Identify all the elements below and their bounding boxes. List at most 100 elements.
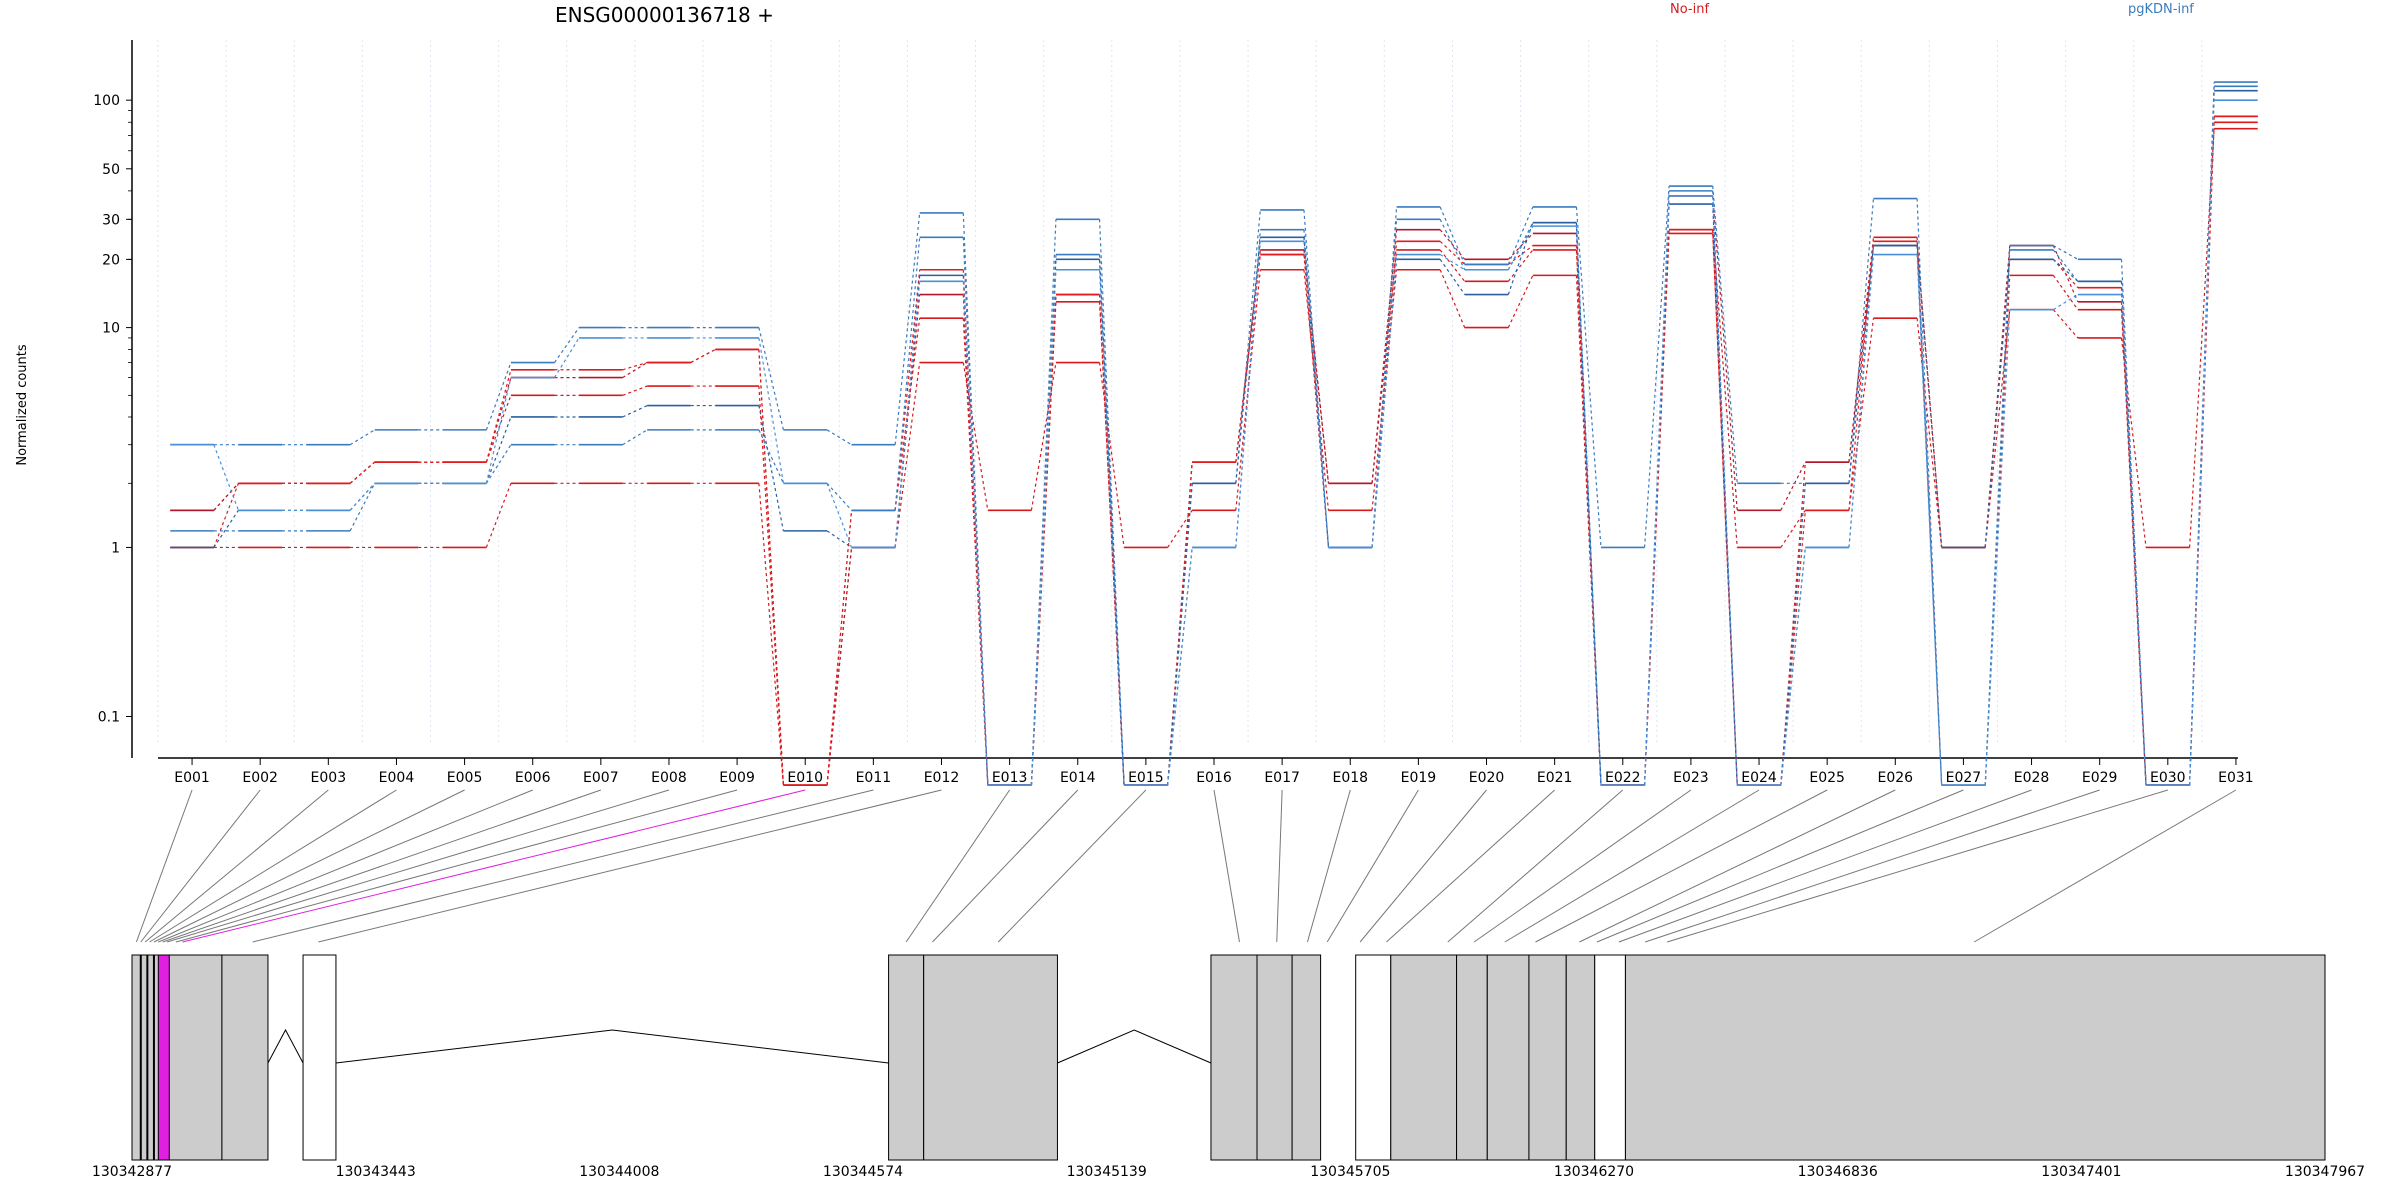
series-connector xyxy=(1916,245,1943,786)
exon-connector xyxy=(1596,789,1964,943)
series-connector xyxy=(894,212,921,445)
exon-connector xyxy=(175,789,738,943)
series-connector xyxy=(1439,254,1466,271)
series-connector xyxy=(1030,269,1057,786)
x-tick-label: E015 xyxy=(1128,770,1164,786)
series-connector xyxy=(1848,254,1875,548)
series-connector xyxy=(1303,269,1330,511)
series-connector xyxy=(1030,219,1057,786)
exon-connector xyxy=(144,789,329,943)
exon-connector xyxy=(1306,789,1351,943)
exon-connector xyxy=(1213,789,1240,943)
series-3 xyxy=(170,115,2258,787)
series-connector xyxy=(1712,195,1738,786)
series-connector xyxy=(1780,510,1806,786)
genomic-tick-label: 130345705 xyxy=(1310,1164,1390,1180)
y-tick-label: 10 xyxy=(102,321,120,337)
exon-connector xyxy=(158,789,533,943)
series-4 xyxy=(170,115,2258,787)
y-tick-label: 30 xyxy=(102,212,120,228)
series-connector xyxy=(894,269,921,511)
y-tick-label: 100 xyxy=(93,93,120,109)
exon-connector xyxy=(1973,789,2237,943)
x-tick-label: E008 xyxy=(651,770,687,786)
x-tick-label: E004 xyxy=(379,770,415,786)
series-connector xyxy=(2053,245,2079,260)
series-connector xyxy=(2053,294,2079,311)
series-connector xyxy=(1439,206,1466,265)
series-connector xyxy=(1643,195,1670,786)
series-connector xyxy=(1439,269,1466,328)
series-connector xyxy=(1439,249,1466,282)
legend-pgkdn-inf: pgKDN-inf xyxy=(2128,2,2194,17)
series-connector xyxy=(1303,237,1330,548)
series-connector xyxy=(1848,318,1875,511)
exon-block xyxy=(923,954,1058,1161)
series-connector xyxy=(1848,245,1875,484)
series-connector xyxy=(2052,275,2079,311)
intron-line xyxy=(267,1028,304,1064)
genomic-tick-label: 130346270 xyxy=(1554,1164,1634,1180)
series-connector xyxy=(1712,186,1738,484)
gene-model: 130342877 130343443 130344008 130344574 1303… xyxy=(92,954,2365,1180)
y-tick-label: 20 xyxy=(102,252,120,268)
series-connector xyxy=(894,237,921,511)
x-tick-label: E002 xyxy=(242,770,278,786)
exon-connector xyxy=(1473,789,1692,943)
series-connector xyxy=(622,429,648,446)
series-connector xyxy=(690,348,716,364)
series-connector xyxy=(1439,229,1466,260)
series-connector xyxy=(485,377,512,484)
series-connector xyxy=(1507,206,1534,265)
x-tick-label: E013 xyxy=(992,770,1028,786)
series-connector xyxy=(1575,222,1602,786)
series-2 xyxy=(170,121,2258,787)
series-5 xyxy=(170,81,2258,787)
x-tick-label: E001 xyxy=(174,770,210,786)
series-connector xyxy=(758,483,785,786)
series-connector xyxy=(2189,100,2215,786)
series-connector xyxy=(622,405,648,418)
exon-connector xyxy=(1326,789,1419,943)
x-tick-label: E027 xyxy=(1946,770,1982,786)
series-connector xyxy=(622,385,648,396)
series-connector xyxy=(962,237,989,786)
exon-connector xyxy=(997,789,1147,943)
x-tick-label: E011 xyxy=(856,770,892,786)
exon-connector xyxy=(1666,789,2168,943)
series-connector xyxy=(1984,309,2011,548)
exon-block xyxy=(1210,954,1258,1161)
x-tick-label: E019 xyxy=(1401,770,1437,786)
exon-block xyxy=(302,954,337,1161)
x-tick-label: E006 xyxy=(515,770,551,786)
series-connector xyxy=(1303,254,1330,548)
y-tick-label: 0.1 xyxy=(98,709,120,725)
exon-block xyxy=(131,954,223,1161)
x-tick-label: E022 xyxy=(1605,770,1641,786)
x-tick-label: E016 xyxy=(1196,770,1232,786)
exon-block xyxy=(1256,954,1293,1161)
series-connector xyxy=(1167,483,1193,786)
exon-block xyxy=(1624,954,2326,1161)
x-tick-label: E024 xyxy=(1741,770,1777,786)
series-1 xyxy=(170,127,2258,787)
series-connector xyxy=(1167,547,1193,786)
exon-connector xyxy=(318,789,942,943)
series-connector xyxy=(826,482,852,511)
exon-connector xyxy=(1276,789,1283,943)
series-connector xyxy=(1712,233,1738,786)
exon-connector xyxy=(1359,789,1487,943)
y-tick-label: 50 xyxy=(102,162,120,178)
series-connector xyxy=(1507,225,1534,271)
series-connector xyxy=(1780,483,1806,786)
genomic-tick-label: 130346836 xyxy=(1798,1164,1878,1180)
x-tick-label: E009 xyxy=(719,770,755,786)
exon-connector xyxy=(182,789,806,943)
series-connector xyxy=(2120,337,2147,548)
exon-connector xyxy=(1504,789,1760,943)
series-8 xyxy=(170,99,2258,787)
exon-connector xyxy=(1447,789,1624,943)
series-connector xyxy=(2189,128,2215,548)
series-connector xyxy=(826,510,853,786)
